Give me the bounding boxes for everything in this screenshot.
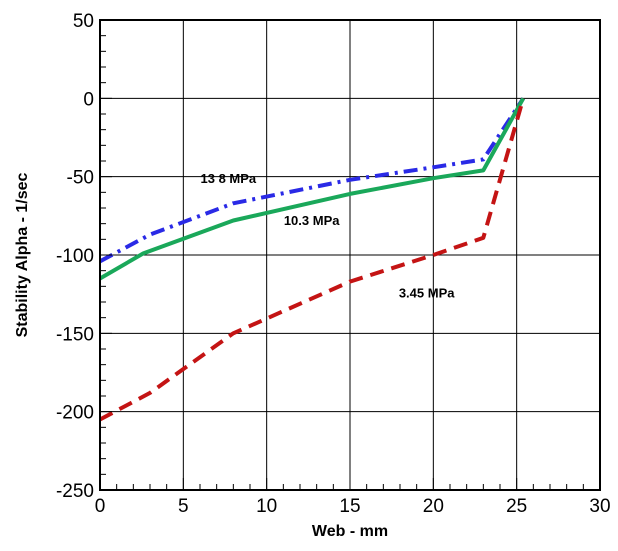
series-lines	[98, 97, 526, 422]
y-tick-label: -200	[56, 403, 94, 424]
tick-marks	[99, 19, 601, 491]
series-line-1	[99, 97, 525, 264]
series-annotation: 13 8 MPa	[201, 171, 257, 186]
series-line-2	[98, 97, 526, 281]
x-tick-label: 20	[423, 496, 444, 517]
series-annotation: 3.45 MPa	[399, 285, 455, 300]
y-tick-label: -50	[67, 168, 94, 189]
x-tick-label: 15	[339, 496, 360, 517]
x-axis-title: Web - mm	[312, 523, 388, 540]
y-axis-title: Stability Alpha - 1/sec	[14, 173, 31, 338]
y-tick-label: -150	[56, 324, 94, 345]
x-tick-label: 10	[256, 496, 277, 517]
x-tick-label: 0	[95, 496, 106, 517]
series-line-3	[99, 97, 526, 422]
x-tick-label: 25	[506, 496, 527, 517]
series-annotations: 13 8 MPa 10.3 MPa 3.45 MPa	[201, 171, 456, 300]
series-annotation: 10.3 MPa	[284, 213, 340, 228]
tick-labels: 0 5 10 15 20 25 30 50 0 -50 -100 -150 -200 -250	[56, 11, 611, 517]
y-tick-label: 50	[73, 11, 94, 32]
grid-lines	[100, 20, 600, 490]
y-tick-label: -100	[56, 246, 94, 267]
x-tick-label: 5	[178, 496, 189, 517]
y-tick-label: -250	[56, 481, 94, 502]
x-tick-label: 30	[589, 496, 610, 517]
y-tick-label: 0	[83, 89, 94, 110]
